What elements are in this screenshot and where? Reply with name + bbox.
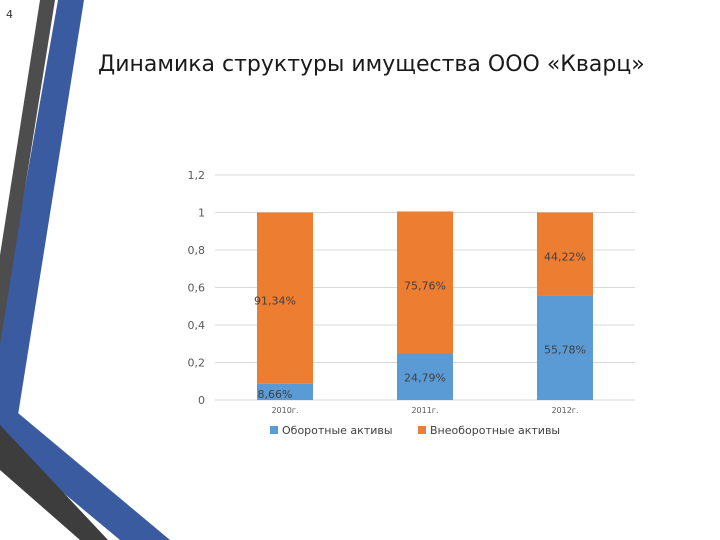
- legend-swatch: [270, 426, 278, 434]
- data-label: 55,78%: [544, 343, 586, 356]
- y-tick-label: 0,2: [188, 357, 206, 370]
- bar-noncurrent-assets: [257, 212, 313, 384]
- left-dark-stripe: [0, 0, 55, 345]
- data-label: 91,34%: [254, 295, 296, 308]
- bar-noncurrent-assets: [537, 212, 593, 296]
- legend-label: Внеоборотные активы: [430, 424, 560, 437]
- legend-label: Оборотные активы: [282, 424, 393, 437]
- bar-current-assets: [257, 383, 313, 400]
- x-tick-label: 2012г.: [551, 406, 578, 415]
- slide-title: Динамика структуры имущества ООО «Кварц»: [98, 52, 645, 77]
- legend-swatch: [418, 426, 426, 434]
- data-label: 8,66%: [258, 388, 293, 401]
- bar-current-assets: [537, 295, 593, 400]
- bottom-dark-stripe: [0, 425, 108, 540]
- data-label: 44,22%: [544, 251, 586, 264]
- x-tick-label: 2010г.: [271, 406, 298, 415]
- data-label: 75,76%: [404, 280, 446, 293]
- y-tick-label: 0,6: [188, 282, 206, 295]
- bar-noncurrent-assets: [397, 211, 453, 354]
- data-label: 24,79%: [404, 372, 446, 385]
- y-tick-label: 1,2: [188, 169, 206, 182]
- y-tick-label: 0,8: [188, 244, 206, 257]
- x-tick-label: 2011г.: [411, 406, 438, 415]
- stacked-bar-chart: 0 0,2 0,4 0,6 0,8 1 1,2 2010г. 2011г. 2012г. 8,66%…: [188, 169, 635, 437]
- bottom-blue-stripe: [0, 413, 170, 540]
- bar-current-assets: [397, 353, 453, 400]
- y-tick-label: 0,4: [188, 319, 206, 332]
- y-tick-label: 1: [198, 207, 205, 220]
- left-blue-stripe: [0, 0, 84, 418]
- y-tick-label: 0: [198, 394, 205, 407]
- slide-number: 4: [6, 8, 13, 21]
